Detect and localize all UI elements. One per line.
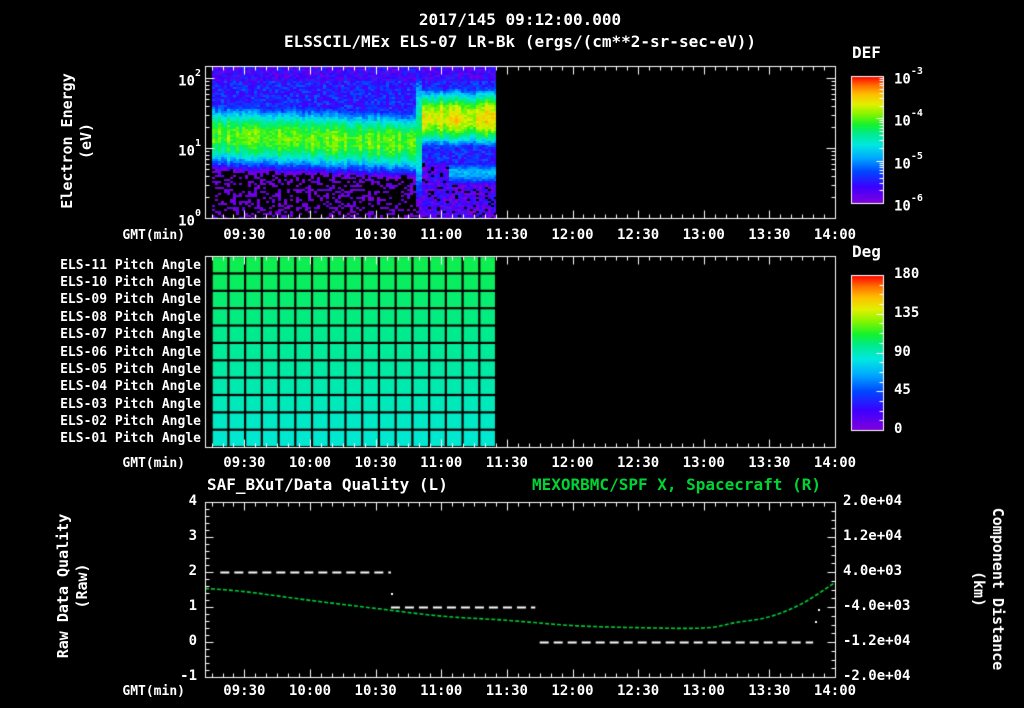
time-tick-label-p2: 09:30 [223,455,266,471]
time-tick-label-p1: 10:30 [354,227,397,243]
deg-tick-label: 135 [894,304,920,321]
def-tick-label: 10-4 [894,108,923,130]
time-tick-label-p3: 10:00 [288,683,332,699]
time-tick-label-p2: 12:00 [551,455,594,471]
time-tick-label-p1: 10:00 [288,227,332,243]
spacecraft-series-title: MEXORBMC/SPF X, Spacecraft (R) [532,475,821,494]
pitch-angle-row-label: ELS-08 Pitch Angle [60,309,201,325]
def-tick-label: 10-6 [894,193,923,215]
time-tick-label-p3: 14:00 [813,683,857,699]
time-tick-label-p2: 12:30 [617,455,660,471]
quality-series-title: SAF_BXuT/Data Quality (L) [207,475,448,494]
instrument-subtitle: ELSSCIL/MEx ELS-07 LR-Bk (ergs/(cm**2-sr… [283,32,757,51]
page-title: 2017/145 09:12:00.000 [418,10,622,29]
gmt-axis-label-panel3: GMT(min) [122,684,185,699]
time-tick-label-p1: 13:30 [748,227,791,243]
pitch-angle-row-label: ELS-01 Pitch Angle [60,431,201,447]
electron-energy-axis-line2: (eV) [77,122,95,160]
raw-quality-axis-label: Raw Data Quality (Raw) [54,514,92,659]
time-tick-label-p1: 12:30 [617,227,660,243]
raw-quality-axis-line1: Raw Data Quality [54,513,72,659]
pitch-angle-row-label: ELS-09 Pitch Angle [60,292,201,308]
time-tick-label-p3: 11:30 [485,683,528,699]
time-tick-label-p3: 09:30 [223,683,266,699]
electron-energy-axis-label: Electron Energy (eV) [58,73,96,208]
pitch-angle-row-label: ELS-06 Pitch Angle [60,344,201,360]
quality-tick-label: -1 [180,668,197,684]
energy-tick-label: 101 [178,138,201,160]
time-tick-label-p2: 13:00 [682,455,725,471]
pitch-angle-row-label: ELS-04 Pitch Angle [60,379,201,395]
gmt-axis-label-panel1: GMT(min) [122,228,185,243]
pitch-angle-row-label: ELS-07 Pitch Angle [60,327,201,343]
deg-tick-label: 90 [894,343,911,360]
def-tick-label: 10-3 [894,66,923,88]
energy-tick-label: 100 [178,208,201,230]
quality-tick-label: 3 [188,528,197,544]
pitch-angle-row-label: ELS-03 Pitch Angle [60,396,201,412]
deg-tick-label: 45 [894,382,911,399]
component-distance-axis-line1: Component Distance [989,507,1007,671]
distance-tick-label: -1.2e+04 [843,633,911,649]
time-tick-label-p1: 13:00 [682,227,725,243]
time-tick-label-p1: 09:30 [223,227,266,243]
distance-tick-label: 1.2e+04 [843,528,903,544]
deg-tick-label: 180 [894,266,920,282]
time-tick-label-p3: 12:00 [551,683,594,699]
time-tick-label-p2: 10:00 [288,455,332,471]
time-tick-label-p2: 11:30 [485,455,528,471]
deg-colorbar-title: Deg [852,242,881,261]
pitch-angle-row-label: ELS-10 Pitch Angle [60,275,201,291]
time-tick-label-p3: 13:30 [748,683,791,699]
energy-tick-label: 102 [178,68,201,90]
distance-tick-label: -2.0e+04 [843,668,911,684]
pitch-angle-row-label: ELS-02 Pitch Angle [60,413,201,429]
time-tick-label-p3: 11:00 [420,683,463,699]
quality-tick-label: 2 [188,563,197,579]
def-tick-label: 10-5 [894,150,923,173]
time-tick-label-p3: 10:30 [354,683,397,699]
electron-energy-axis-line1: Electron Energy [58,73,76,209]
quality-tick-label: 1 [188,598,197,614]
time-tick-label-p2: 13:30 [748,455,791,471]
time-tick-label-p1: 11:00 [420,227,463,243]
component-distance-axis-label: Component Distance (km) [969,508,1007,671]
deg-tick-label: 0 [894,421,903,437]
raw-quality-axis-line2: (Raw) [73,563,91,609]
distance-tick-label: 2.0e+04 [843,493,903,509]
quality-tick-label: 0 [188,633,197,649]
time-tick-label-p1: 11:30 [485,227,528,243]
pitch-angle-row-label: ELS-11 Pitch Angle [60,257,201,273]
time-tick-label-p2: 14:00 [813,455,857,471]
time-tick-label-p2: 10:30 [354,455,397,471]
time-tick-label-p3: 12:30 [617,683,660,699]
gmt-axis-label-panel2: GMT(min) [122,456,185,471]
time-tick-label-p2: 11:00 [420,455,463,471]
distance-tick-label: 4.0e+03 [843,563,903,579]
time-tick-label-p1: 12:00 [551,227,594,243]
quality-tick-label: 4 [188,493,197,509]
pitch-angle-row-label: ELS-05 Pitch Angle [60,361,201,377]
component-distance-axis-line2: (km) [970,570,988,608]
def-colorbar-title: DEF [852,43,881,62]
distance-tick-label: -4.0e+03 [843,598,911,614]
time-tick-label-p1: 14:00 [813,227,857,243]
time-tick-label-p3: 13:00 [682,683,725,699]
